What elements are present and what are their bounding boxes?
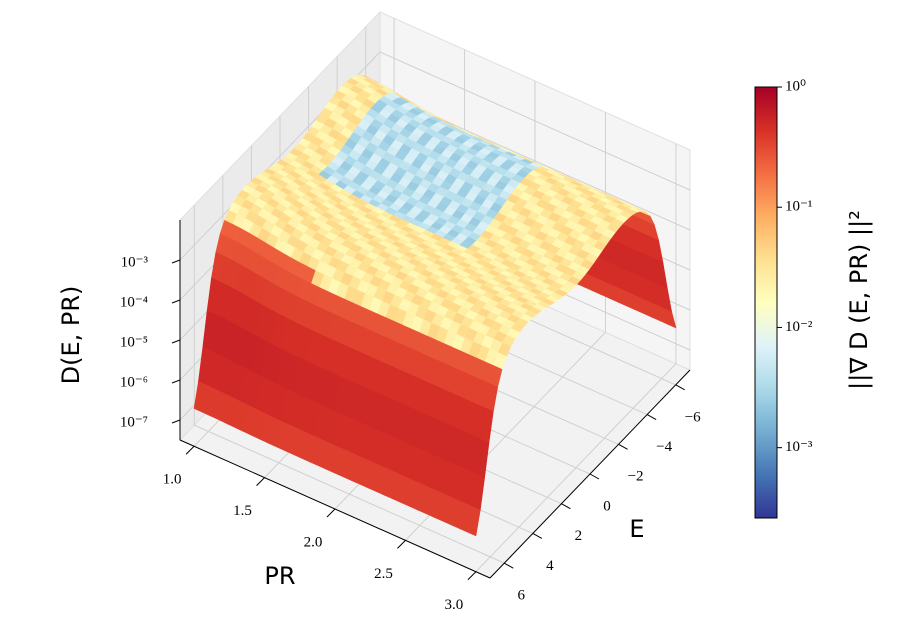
y-tick xyxy=(589,473,600,480)
x-tick-label: 1.5 xyxy=(233,503,252,519)
x-axis-label: PR xyxy=(264,562,295,590)
x-tick xyxy=(467,571,477,581)
z-tick xyxy=(171,299,181,304)
grid-line xyxy=(194,424,505,564)
z-tick xyxy=(171,259,181,264)
y-tick-label: −6 xyxy=(685,409,701,425)
colorbar-tick-label: 10⁻² xyxy=(785,319,813,335)
x-tick xyxy=(185,445,195,455)
z-tick-label: 10⁻⁷ xyxy=(120,414,148,430)
y-axis-line xyxy=(489,369,691,579)
y-tick xyxy=(532,532,543,539)
z-tick-label: 10⁻³ xyxy=(121,254,149,270)
colorbar-tick-label: 10⁻¹ xyxy=(785,199,812,215)
y-tick xyxy=(646,414,657,421)
y-tick-label: −4 xyxy=(656,439,672,455)
x-tick-label: 1.0 xyxy=(163,472,182,488)
y-tick-label: 4 xyxy=(546,558,554,574)
grid-line xyxy=(379,51,691,191)
y-tick xyxy=(504,562,514,569)
y-tick xyxy=(675,384,685,391)
colorbar-label: ||∇ D (E, PR) ||² xyxy=(845,210,873,390)
x-tick xyxy=(256,477,265,486)
y-tick xyxy=(561,503,571,510)
y-axis-label: E xyxy=(629,515,644,543)
y-tick-label: 6 xyxy=(518,588,526,604)
z-tick-label: 10⁻⁴ xyxy=(120,294,148,310)
y-tick xyxy=(618,443,628,450)
z-tick xyxy=(171,419,181,424)
y-tick-label: −2 xyxy=(628,469,644,485)
surface xyxy=(467,506,481,537)
x-tick-label: 2.5 xyxy=(374,566,393,582)
colorbar xyxy=(754,86,778,519)
z-tick xyxy=(171,339,181,344)
colorbar-tick-label: 10⁻³ xyxy=(785,439,813,455)
y-tick-label: 2 xyxy=(575,528,583,544)
x-tick-label: 3.0 xyxy=(445,597,464,613)
x-tick xyxy=(397,540,406,549)
z-axis-label: D(E, PR) xyxy=(57,286,85,385)
x-tick-label: 2.0 xyxy=(304,534,323,550)
colorbar-tick-label: 10⁰ xyxy=(785,78,806,94)
x-axis-line xyxy=(179,439,491,579)
x-tick xyxy=(326,508,336,518)
z-tick-label: 10⁻⁶ xyxy=(120,374,148,390)
z-tick-label: 10⁻⁵ xyxy=(120,334,148,350)
z-tick xyxy=(171,379,181,384)
y-tick-label: 0 xyxy=(603,498,611,514)
